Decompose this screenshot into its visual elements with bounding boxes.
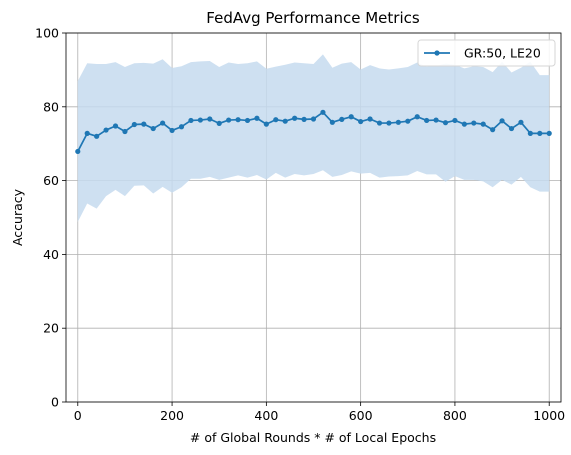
confidence-band-layer <box>77 54 550 222</box>
data-point <box>395 119 401 125</box>
data-point <box>480 121 486 127</box>
data-point <box>282 118 288 124</box>
data-point <box>518 119 524 125</box>
data-point <box>84 130 90 136</box>
legend-label: GR:50, LE20 <box>464 46 541 61</box>
data-point <box>320 109 326 115</box>
data-point <box>150 125 156 132</box>
data-point <box>310 116 317 122</box>
data-point <box>254 115 260 121</box>
data-point <box>141 121 147 127</box>
x-axis-label: # of Global Rounds * # of Local Epochs <box>190 430 436 445</box>
data-point <box>329 119 335 125</box>
data-point <box>75 148 81 155</box>
x-tick-label: 200 <box>160 408 184 423</box>
data-point <box>527 130 533 136</box>
data-point <box>122 128 128 135</box>
data-point <box>169 127 175 134</box>
data-point <box>508 125 515 132</box>
data-point <box>103 127 109 133</box>
confidence-band <box>77 54 550 222</box>
data-point <box>348 114 354 120</box>
data-point <box>442 120 449 126</box>
data-point <box>471 120 477 126</box>
data-point <box>452 117 458 124</box>
x-tick-label: 800 <box>443 408 467 423</box>
x-tick-label: 1000 <box>533 408 565 423</box>
data-point <box>226 117 232 123</box>
data-point <box>207 116 213 122</box>
data-point <box>301 116 307 122</box>
x-tick-label: 0 <box>74 408 82 423</box>
data-point <box>131 121 137 128</box>
data-point <box>292 115 298 121</box>
data-point <box>235 117 241 123</box>
plot-frame <box>65 32 562 403</box>
data-point <box>376 120 383 126</box>
data-point <box>414 114 420 120</box>
legend-marker <box>434 50 440 56</box>
data-point <box>244 117 251 124</box>
data-point <box>358 118 364 125</box>
x-axis-ticks: 0 200 400 600 800 1000 <box>74 402 565 423</box>
data-point <box>273 117 279 123</box>
y-axis-ticks: 0 20 40 60 80 100 <box>35 26 66 410</box>
data-point <box>216 120 222 126</box>
y-axis-label: Accuracy <box>10 188 25 246</box>
data-point <box>405 118 411 124</box>
y-tick-label: 0 <box>51 395 59 410</box>
y-tick-label: 40 <box>43 247 59 262</box>
data-point <box>94 133 100 139</box>
data-point <box>433 117 439 123</box>
legend: GR:50, LE20 <box>417 39 556 67</box>
data-point <box>197 117 203 123</box>
y-tick-label: 20 <box>43 321 59 336</box>
data-point <box>546 130 552 136</box>
y-tick-label: 100 <box>35 26 59 41</box>
data-point <box>339 116 345 122</box>
data-point <box>160 120 166 126</box>
legend-box <box>417 39 556 67</box>
data-point <box>461 121 467 127</box>
data-point <box>499 118 505 124</box>
data-point <box>424 117 430 124</box>
data-point <box>537 130 543 136</box>
y-tick-label: 60 <box>43 173 59 188</box>
data-point <box>112 123 119 129</box>
chart-title: FedAvg Performance Metrics <box>206 9 420 27</box>
data-point <box>178 124 185 130</box>
data-point <box>188 117 194 124</box>
x-tick-label: 400 <box>254 408 278 423</box>
x-tick-label: 600 <box>349 408 373 423</box>
data-point <box>263 121 269 127</box>
data-point <box>386 120 392 126</box>
data-points <box>75 109 552 155</box>
y-tick-label: 80 <box>43 99 59 114</box>
data-point <box>490 127 496 133</box>
data-point <box>367 116 373 122</box>
